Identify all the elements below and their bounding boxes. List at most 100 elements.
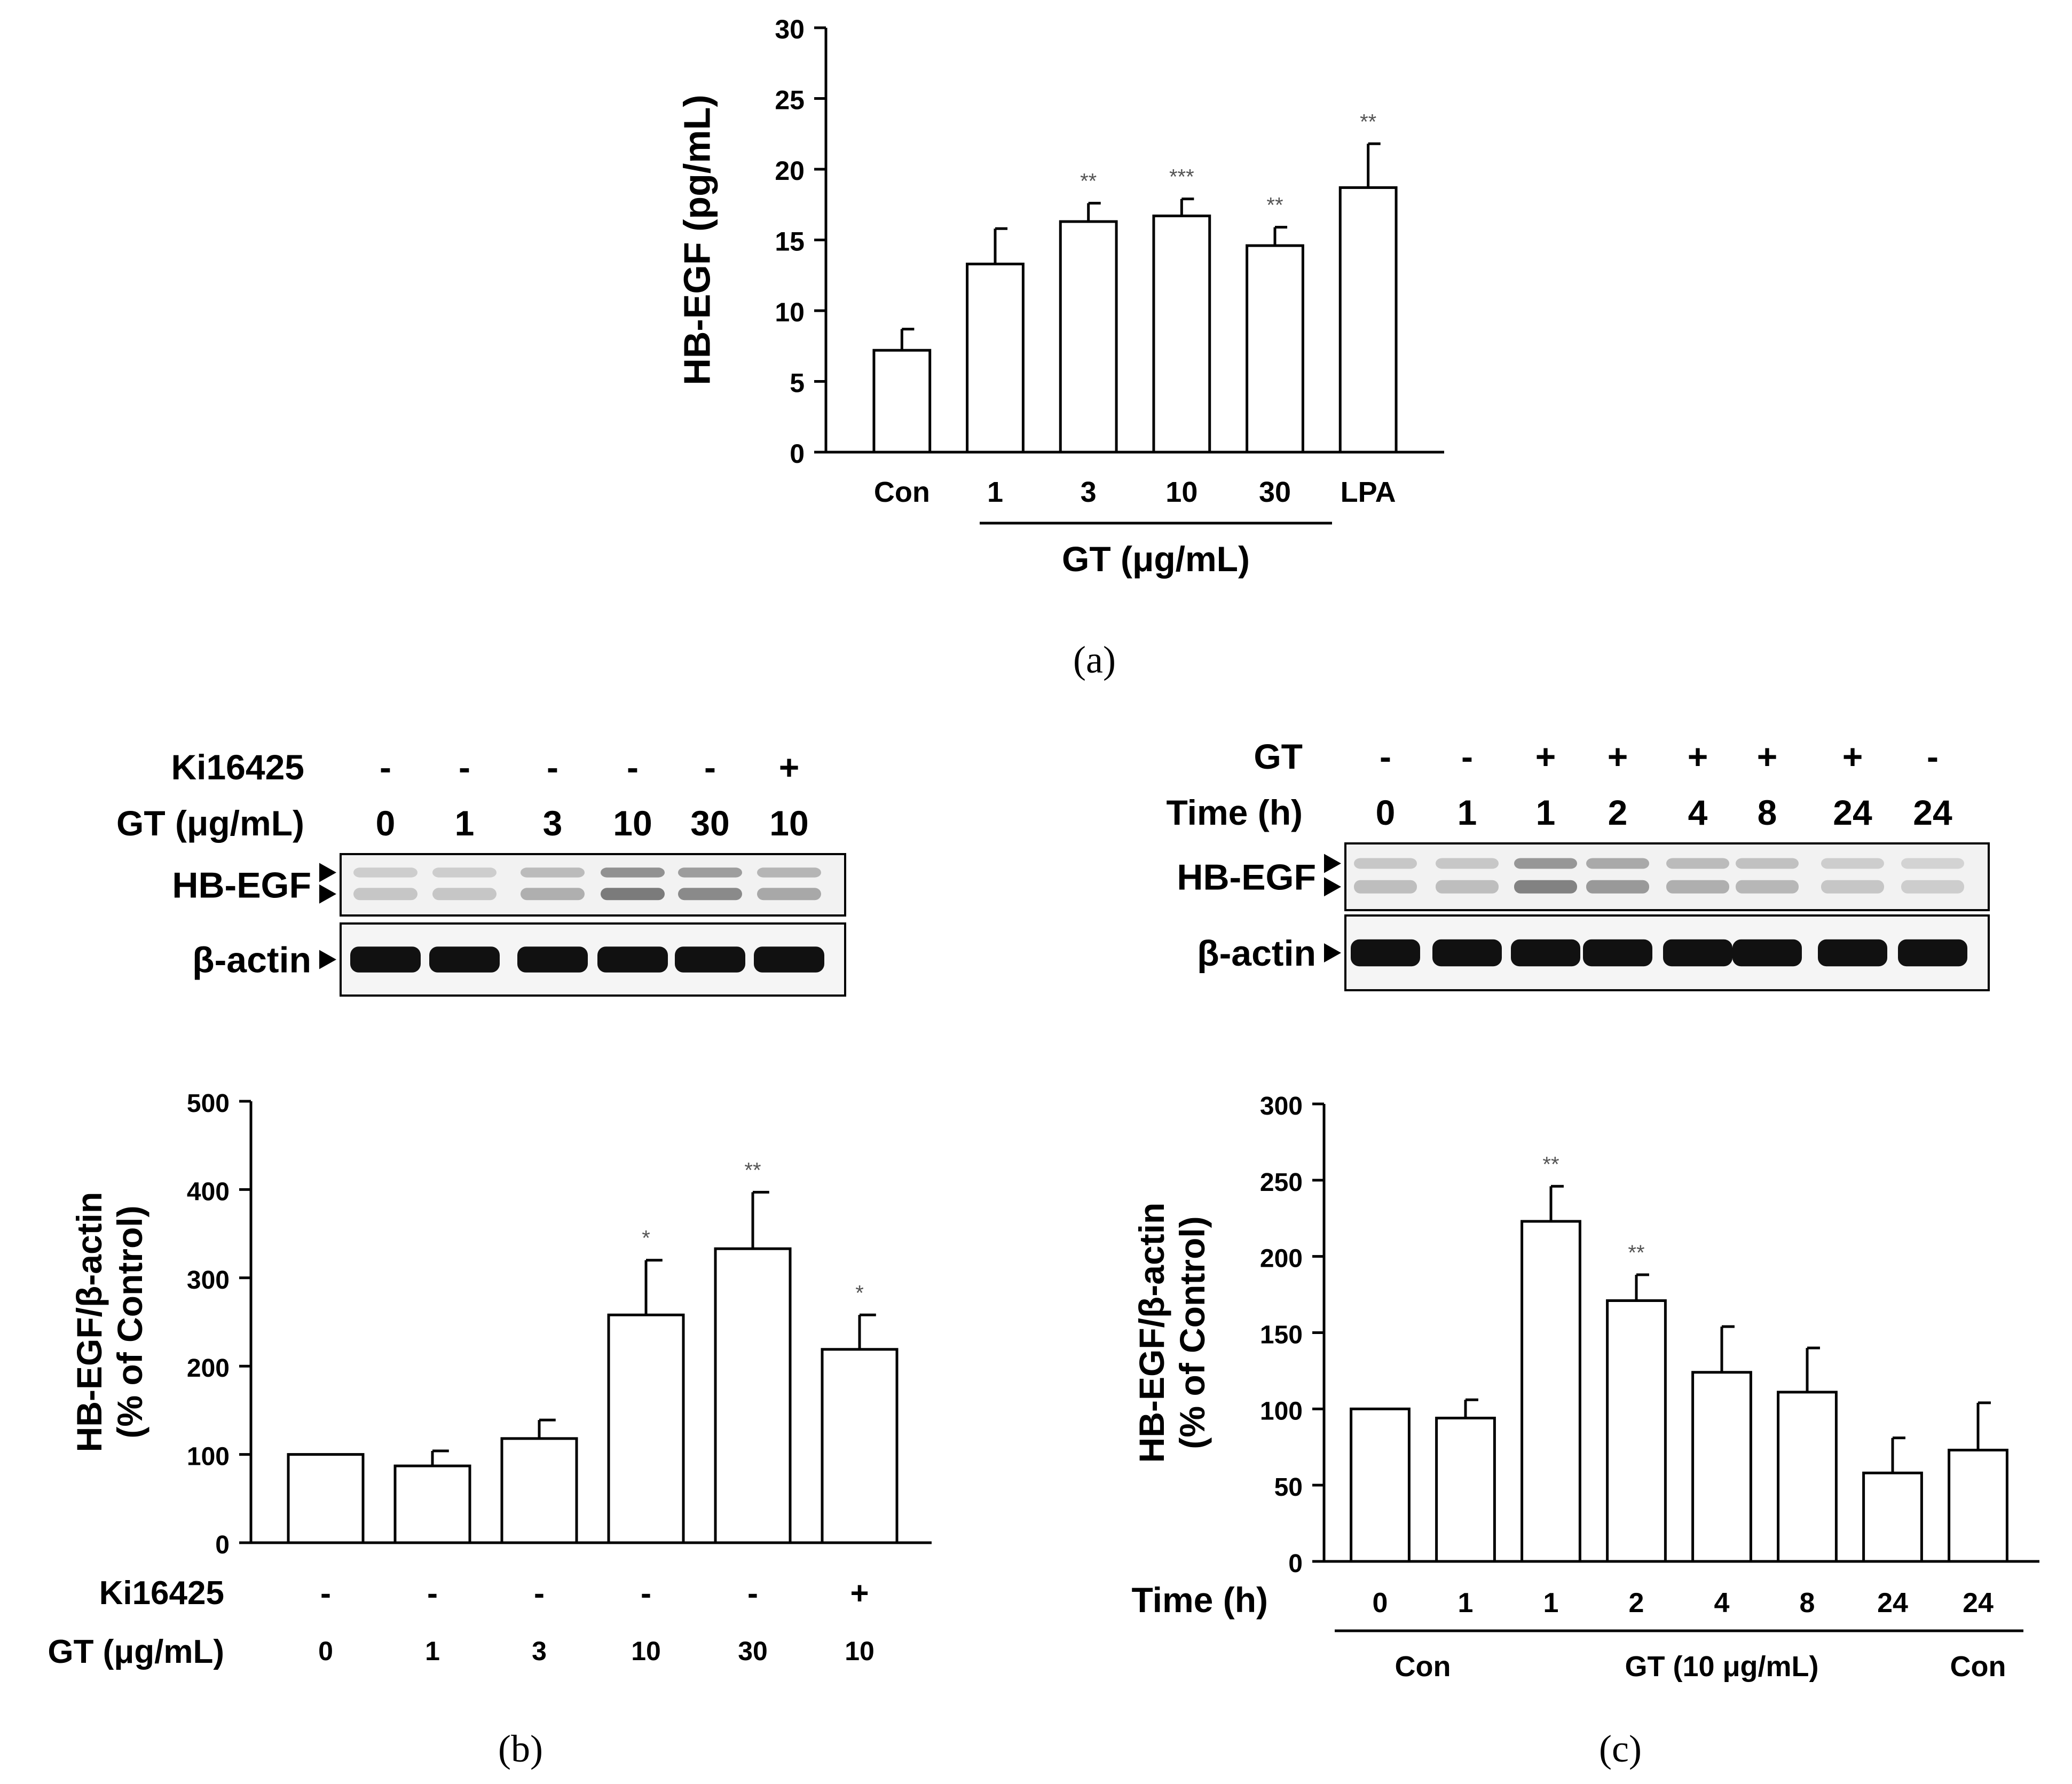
b-blot-actin-arrow xyxy=(319,950,336,969)
a-bar xyxy=(1338,186,1398,454)
c-time-value: 0 xyxy=(1373,1588,1388,1619)
b-y-tick-label: 200 xyxy=(187,1354,230,1383)
c-blot-header-value: 4 xyxy=(1688,793,1708,832)
b-blot-header-value: 0 xyxy=(376,803,396,843)
treatment-rows-b: Ki16425 - - - - - + GT (μg/mL) 0 1 3 10 30 10 xyxy=(48,1575,874,1670)
c-blot-hbegf-band-upper xyxy=(1666,858,1729,869)
chart-b: 0 100 200 300 400 500 HB-EGF/β-actin (% of Cont… xyxy=(69,1090,932,1559)
blot-b: Ki16425 - - - - - + GT (μg/mL) 0 1 3 10 30 10 HB-EGF β-… xyxy=(116,747,846,997)
c-blot-header-value: - xyxy=(1380,737,1391,776)
c-blot-hbegf-band-lower xyxy=(1354,880,1417,894)
c-blot-header-value: 2 xyxy=(1608,793,1628,832)
c-blot-header-value: 0 xyxy=(1376,793,1396,832)
b-blot-actin-band xyxy=(429,946,500,973)
a-category-label: 3 xyxy=(1081,476,1097,508)
c-blot-hbegf-band-upper xyxy=(1514,858,1577,869)
b-blot-hbegf-arrow xyxy=(319,863,336,882)
b-blot-header-value: + xyxy=(779,747,800,787)
c-y-label-line: (% of Control) xyxy=(1172,1216,1212,1449)
b-blot-header-label: Ki16425 xyxy=(171,747,304,787)
a-y-label: HB-EGF (pg/mL) xyxy=(676,94,718,385)
b-bar xyxy=(607,1313,685,1544)
b-blot-actin-band xyxy=(754,946,824,973)
c-group-label: GT (10 μg/mL) xyxy=(1625,1651,1818,1683)
b-blot-header-value: - xyxy=(704,747,716,787)
b-blot-actin-band xyxy=(597,946,668,973)
c-blot-header-label: Time (h) xyxy=(1167,793,1303,832)
c-blot-header-value: 24 xyxy=(1913,793,1952,832)
b-treatment-value: 30 xyxy=(738,1636,768,1666)
c-blot-actin-band xyxy=(1351,939,1420,967)
c-blot-hbegf-blot xyxy=(1344,842,1990,911)
c-blot-hbegf-band-upper xyxy=(1736,858,1799,869)
caption-c: (c) xyxy=(1599,1727,1642,1770)
blot-c: GT - - + + + + + -Time (h) 0 1 1 2 4 8 24 24HB-EGFβ-acti… xyxy=(1167,737,1990,991)
b-treatment-value: - xyxy=(320,1575,331,1611)
c-blot-hbegf-band-lower xyxy=(1514,880,1577,894)
b-treatment-value: - xyxy=(534,1575,545,1611)
c-blot-hbegf-band-lower xyxy=(1901,880,1964,894)
b-bar xyxy=(287,1453,365,1544)
b-treatment-value: 0 xyxy=(318,1636,333,1666)
c-blot-hbegf-band-upper xyxy=(1586,858,1649,869)
b-y-tick-label: 400 xyxy=(187,1178,230,1206)
caption-b: (b) xyxy=(498,1727,543,1770)
b-treatment-value: 1 xyxy=(425,1636,440,1666)
a-significance: ** xyxy=(1360,110,1376,133)
c-bar xyxy=(1520,1220,1581,1563)
a-y-tick-label: 20 xyxy=(775,156,805,186)
c-blot-header-value: 1 xyxy=(1458,793,1477,832)
b-treatment-value: 10 xyxy=(631,1636,661,1666)
c-blot-header-value: + xyxy=(1535,737,1556,776)
c-time-value: 24 xyxy=(1963,1588,1994,1619)
c-blot-hbegf-band-upper xyxy=(1821,858,1884,869)
c-blot-actin-band xyxy=(1663,939,1732,967)
c-blot-actin-band xyxy=(1732,939,1802,967)
c-blot-header-value: + xyxy=(1608,737,1628,776)
c-y-label-line: HB-EGF/β-actin xyxy=(1132,1203,1171,1463)
b-y-tick-label: 100 xyxy=(187,1443,230,1471)
chart-a: 0 5 10 15 20 25 30 HB-EGF (pg/mL) Con 1 ** 3 *** 10 **… xyxy=(676,14,1444,508)
c-time-value: 1 xyxy=(1543,1588,1559,1619)
c-blot-hbegf-band-lower xyxy=(1666,880,1729,894)
a-y-tick-label: 25 xyxy=(775,85,805,115)
c-blot-actin-band xyxy=(1511,939,1580,967)
b-blot-hbegf-band-lower xyxy=(757,888,821,901)
b-blot-hbegf-band-upper xyxy=(757,867,821,878)
a-significance: *** xyxy=(1169,165,1194,189)
b-treatment-value: + xyxy=(850,1575,869,1611)
b-blot-header-value: 10 xyxy=(613,803,652,843)
c-blot-hbegf-band-upper xyxy=(1901,858,1964,869)
b-blot-hbegf-band-upper xyxy=(432,867,497,878)
c-blot-actin-band xyxy=(1583,939,1652,967)
c-time-value: 4 xyxy=(1714,1588,1730,1619)
a-bar xyxy=(872,349,932,454)
c-y-tick-label: 250 xyxy=(1260,1169,1303,1197)
c-blot-header-value: - xyxy=(1927,737,1939,776)
c-time-value: 2 xyxy=(1629,1588,1644,1619)
a-bar xyxy=(1059,220,1118,454)
b-blot-header-value: - xyxy=(627,747,639,787)
c-bar xyxy=(1948,1448,2008,1563)
b-significance: ** xyxy=(744,1158,761,1182)
b-significance: * xyxy=(855,1281,864,1305)
b-bar xyxy=(714,1247,792,1544)
b-blot-hbegf-band-upper xyxy=(521,867,585,878)
b-treatment-value: - xyxy=(641,1575,651,1611)
c-blot-hbegf-label: HB-EGF xyxy=(1177,857,1316,898)
b-blot-header-value: - xyxy=(547,747,558,787)
c-blot-header-value: 8 xyxy=(1758,793,1777,832)
c-blot-header-label: GT xyxy=(1254,737,1303,776)
b-bar xyxy=(500,1437,578,1544)
b-y-label: HB-EGF/β-actin (% of Control) xyxy=(69,1192,149,1453)
c-blot-hbegf-band-lower xyxy=(1436,880,1499,894)
c-blot-hbegf-band-upper xyxy=(1354,858,1417,869)
b-blot-hbegf-band-lower xyxy=(432,888,497,901)
a-significance: ** xyxy=(1266,194,1283,217)
c-y-tick-label: 300 xyxy=(1260,1092,1303,1120)
b-bar xyxy=(393,1464,471,1544)
c-bar xyxy=(1350,1407,1411,1563)
c-blot-hbegf-band-lower xyxy=(1736,880,1799,894)
b-blot-hbegf-band-lower xyxy=(521,888,585,901)
